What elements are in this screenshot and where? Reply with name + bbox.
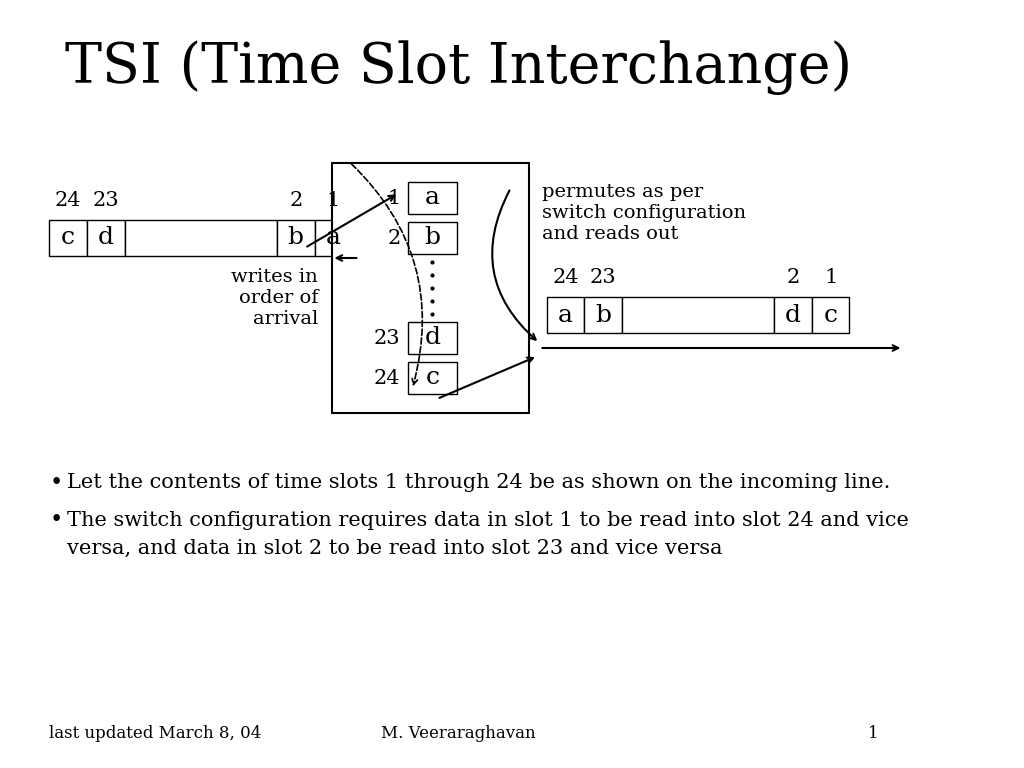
Text: b: b	[288, 227, 304, 250]
Text: 24: 24	[55, 191, 81, 210]
Text: d: d	[785, 303, 801, 326]
Text: b: b	[424, 227, 440, 250]
Bar	[125, 220, 276, 256]
Text: TSI (Time Slot Interchange): TSI (Time Slot Interchange)	[66, 41, 852, 95]
Bar	[774, 297, 812, 333]
Bar	[408, 222, 457, 254]
Text: 24: 24	[552, 268, 579, 287]
Text: c: c	[61, 227, 75, 250]
Text: writes in
order of
arrival: writes in order of arrival	[231, 268, 318, 328]
Text: 2: 2	[387, 229, 400, 247]
Text: M. Veeraraghavan: M. Veeraraghavan	[382, 724, 537, 741]
Text: 2: 2	[786, 268, 800, 287]
Text: d: d	[97, 227, 114, 250]
Bar	[547, 297, 585, 333]
Text: 1: 1	[387, 188, 400, 207]
Bar	[49, 220, 87, 256]
Text: 23: 23	[374, 329, 400, 347]
Text: 24: 24	[374, 369, 400, 388]
Text: 1: 1	[327, 191, 340, 210]
Text: 1: 1	[824, 268, 838, 287]
Text: c: c	[425, 366, 439, 389]
Bar	[812, 297, 850, 333]
Bar	[622, 297, 774, 333]
Bar	[585, 297, 622, 333]
Text: 23: 23	[92, 191, 119, 210]
Text: 1: 1	[867, 724, 879, 741]
Text: •: •	[49, 509, 62, 531]
Text: c: c	[823, 303, 838, 326]
Text: permutes as per
switch configuration
and reads out: permutes as per switch configuration and…	[542, 184, 746, 243]
Text: •: •	[49, 472, 62, 494]
Text: a: a	[425, 187, 440, 210]
Bar	[408, 322, 457, 354]
Text: a: a	[558, 303, 573, 326]
Text: Let the contents of time slots 1 through 24 be as shown on the incoming line.: Let the contents of time slots 1 through…	[68, 474, 891, 492]
Text: The switch configuration requires data in slot 1 to be read into slot 24 and vic: The switch configuration requires data i…	[68, 511, 909, 529]
Bar	[332, 163, 528, 413]
Bar	[408, 362, 457, 394]
Text: 2: 2	[289, 191, 302, 210]
Text: 23: 23	[590, 268, 616, 287]
Text: last updated March 8, 04: last updated March 8, 04	[49, 724, 262, 741]
Text: a: a	[326, 227, 341, 250]
Text: b: b	[595, 303, 611, 326]
Bar	[314, 220, 352, 256]
Text: d: d	[424, 326, 440, 349]
Bar	[408, 182, 457, 214]
Bar	[276, 220, 314, 256]
Bar	[87, 220, 125, 256]
Text: versa, and data in slot 2 to be read into slot 23 and vice versa: versa, and data in slot 2 to be read int…	[68, 538, 723, 558]
